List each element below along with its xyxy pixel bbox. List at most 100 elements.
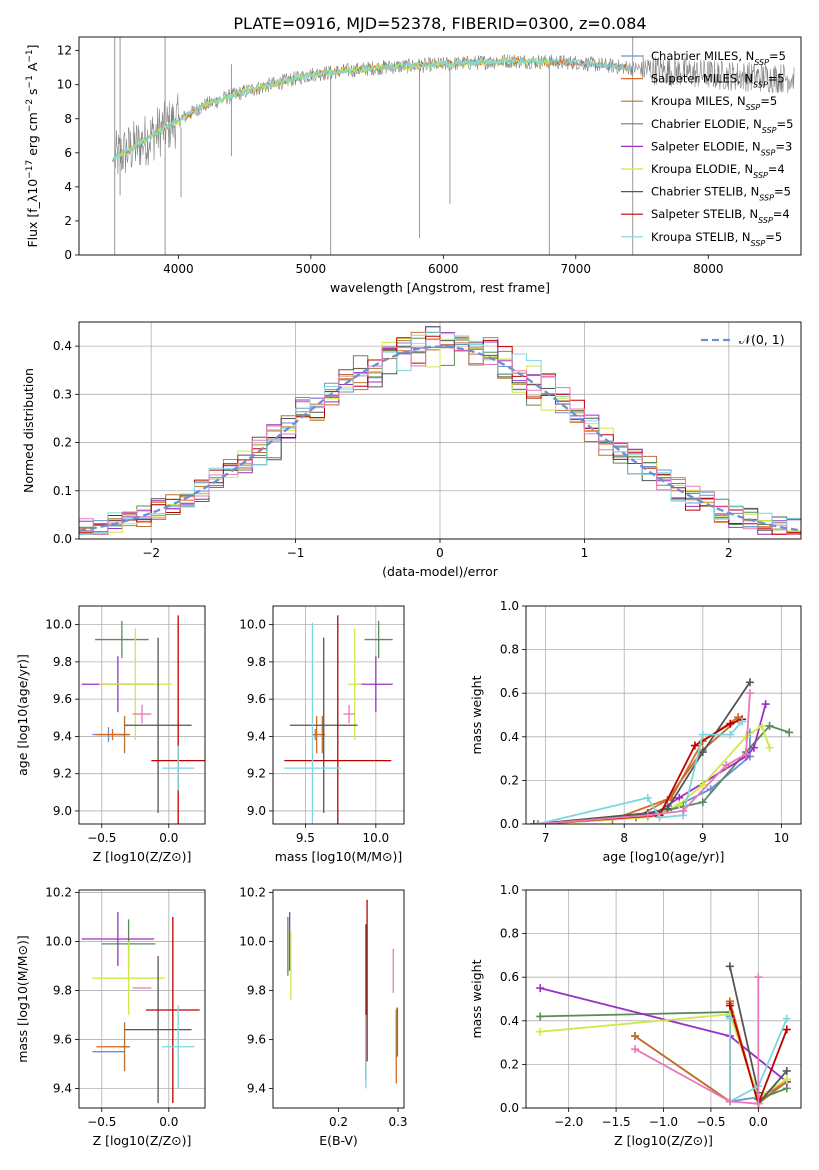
x-tick-label: 5000 [296,262,327,276]
y-tick-label: 0.0 [53,532,72,546]
weight-marker [754,1099,763,1108]
y-tick-label: 0.4 [500,730,519,744]
x-axis-label: Z [log10(Z/Z⊙)] [93,1133,192,1148]
y-tick-label: 9.0 [247,804,266,818]
x-tick-label: 8000 [693,262,724,276]
weight-marker [765,743,774,752]
y-tick-label: 9.8 [247,983,266,997]
weight-line [537,732,751,824]
weight-marker [761,700,770,709]
weight-marker [742,732,750,741]
axes-frame [525,889,802,1109]
weight-marker [726,719,735,728]
y-tick-label: 9.6 [247,692,266,706]
x-tick-label: −1.5 [602,1115,631,1129]
plot-area [284,615,393,824]
x-tick-label: 8 [620,831,628,845]
weight-marker [745,689,754,698]
x-tick-label: −0.5 [87,831,116,845]
y-tick-label: 2 [64,214,72,228]
y-tick-label: 0.1 [53,484,72,498]
legend-label: Kroupa ELODIE, NSSP=4 [651,162,785,180]
weight-marker [655,813,664,822]
mass-vs-reddening-panel: 0.2 0.3 9.4 9.6 9.8 10.0 10.2 E(B-V) [239,885,407,1148]
weight-marker [536,984,545,993]
y-tick-label: 1.0 [500,599,519,613]
weight-marker [536,1027,545,1036]
weight-marker [698,798,707,807]
y-tick-label: 9.2 [247,767,266,781]
y-tick-label: 8 [64,112,72,126]
y-tick-label: 10.2 [45,885,72,899]
model-spectrum-line [111,57,630,163]
x-tick-label: 7000 [561,262,592,276]
plot-area [287,899,399,1089]
y-tick-label: 0.3 [53,387,72,401]
residual-histogram [79,339,801,535]
x-tick-label: 9.5 [296,831,315,845]
x-tick-label: −2 [142,546,160,560]
x-tick-label: 0.0 [159,831,178,845]
x-axis-label: Z [log10(Z/Z⊙)] [614,1133,713,1148]
x-tick-label: 10 [774,831,789,845]
axes-frame [78,36,802,256]
weight-marker [738,717,747,726]
y-tick-label: 1.0 [500,883,519,897]
y-tick-label: 0.2 [53,436,72,450]
weight-vs-metallicity-panel: −2.0 −1.5 −1.0 −0.5 0.0 0.0 0.2 0.4 0.6 0.8 1.0 Z [… [469,883,802,1148]
plot-area [529,678,794,824]
weight-marker [679,806,688,815]
axes-frame [272,605,405,825]
y-tick-label: 9.8 [53,655,72,669]
y-tick-label: 0.8 [500,927,519,941]
y-tick-label: 9.6 [247,1032,266,1046]
weight-marker [663,804,672,813]
x-tick-label: 0.2 [329,1115,348,1129]
y-tick-label: 0.0 [500,817,519,831]
weight-marker [698,780,707,789]
legend-label: Chabrier MILES, NSSP=5 [651,49,786,67]
y-tick-label: 9.0 [53,804,72,818]
weight-marker [754,973,763,982]
x-tick-label: 4000 [163,262,194,276]
y-tick-label: 0.4 [53,339,72,353]
weight-marker [765,721,774,730]
x-axis-label: wavelength [Angstrom, rest frame] [330,280,550,295]
weight-marker [725,1014,734,1023]
y-axis-label: age [log10(age/yr)] [15,654,30,776]
weight-marker [698,748,707,757]
plot-area [536,962,791,1108]
y-axis-label: Normed distribution [21,368,36,493]
normal-curve [79,345,801,532]
y-tick-label: 0.2 [500,1057,519,1071]
weight-marker [631,1032,640,1041]
weight-vs-age-panel: 7 8 9 10 0.0 0.2 0.4 0.6 0.8 1.0 age [log10(age/yr… [469,599,802,864]
mass-vs-metallicity-panel: −0.5 0.0 9.4 9.6 9.8 10.0 10.2 Z [log10(Z/Z⊙)] m… [15,885,206,1148]
x-tick-label: 7 [542,831,550,845]
x-tick-label: 1 [581,546,589,560]
legend-label: Chabrier ELODIE, NSSP=5 [651,117,793,135]
x-tick-label: −0.5 [696,1115,725,1129]
y-tick-label: 0.4 [500,1014,519,1028]
weight-marker [725,1001,734,1010]
weight-marker [725,1097,734,1106]
weight-marker [533,820,542,824]
legend-label: Kroupa MILES, NSSP=5 [651,94,777,112]
weight-marker [726,730,735,739]
y-tick-label: 9.4 [247,729,266,743]
y-tick-label: 9.4 [53,729,72,743]
x-tick-label: 0.0 [749,1115,768,1129]
y-tick-label: 10.2 [239,885,266,899]
x-axis-label: E(B-V) [319,1133,358,1148]
y-tick-label: 4 [64,180,72,194]
y-tick-label: 0.6 [500,686,519,700]
y-tick-label: 10 [57,78,72,92]
weight-marker [782,1025,791,1034]
x-tick-label: 0 [436,546,444,560]
weight-marker [757,721,766,730]
x-tick-label: 10.0 [362,831,389,845]
x-tick-label: 0.0 [159,1115,178,1129]
y-tick-label: 10.0 [239,934,266,948]
y-axis-label: Flux [f_λ10−17 erg cm−2 s−1 A−1] [25,44,40,247]
